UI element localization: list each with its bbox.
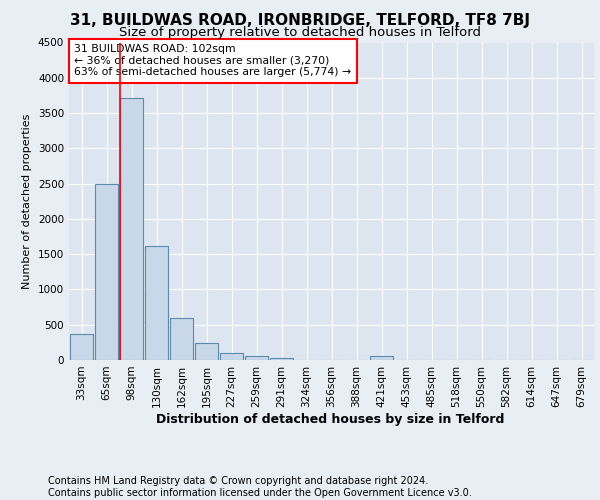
Text: 31, BUILDWAS ROAD, IRONBRIDGE, TELFORD, TF8 7BJ: 31, BUILDWAS ROAD, IRONBRIDGE, TELFORD, … <box>70 12 530 28</box>
Text: Size of property relative to detached houses in Telford: Size of property relative to detached ho… <box>119 26 481 39</box>
Bar <box>170 318 193 360</box>
Bar <box>95 184 118 360</box>
Bar <box>194 343 218 360</box>
Bar <box>119 98 143 360</box>
Bar <box>220 352 244 360</box>
Bar <box>245 356 268 360</box>
Bar <box>145 246 169 360</box>
Text: Contains HM Land Registry data © Crown copyright and database right 2024.
Contai: Contains HM Land Registry data © Crown c… <box>48 476 472 498</box>
Text: Distribution of detached houses by size in Telford: Distribution of detached houses by size … <box>156 412 504 426</box>
Bar <box>269 358 293 360</box>
Y-axis label: Number of detached properties: Number of detached properties <box>22 114 32 289</box>
Bar <box>370 356 394 360</box>
Text: 31 BUILDWAS ROAD: 102sqm
← 36% of detached houses are smaller (3,270)
63% of sem: 31 BUILDWAS ROAD: 102sqm ← 36% of detach… <box>74 44 352 78</box>
Bar <box>70 334 94 360</box>
